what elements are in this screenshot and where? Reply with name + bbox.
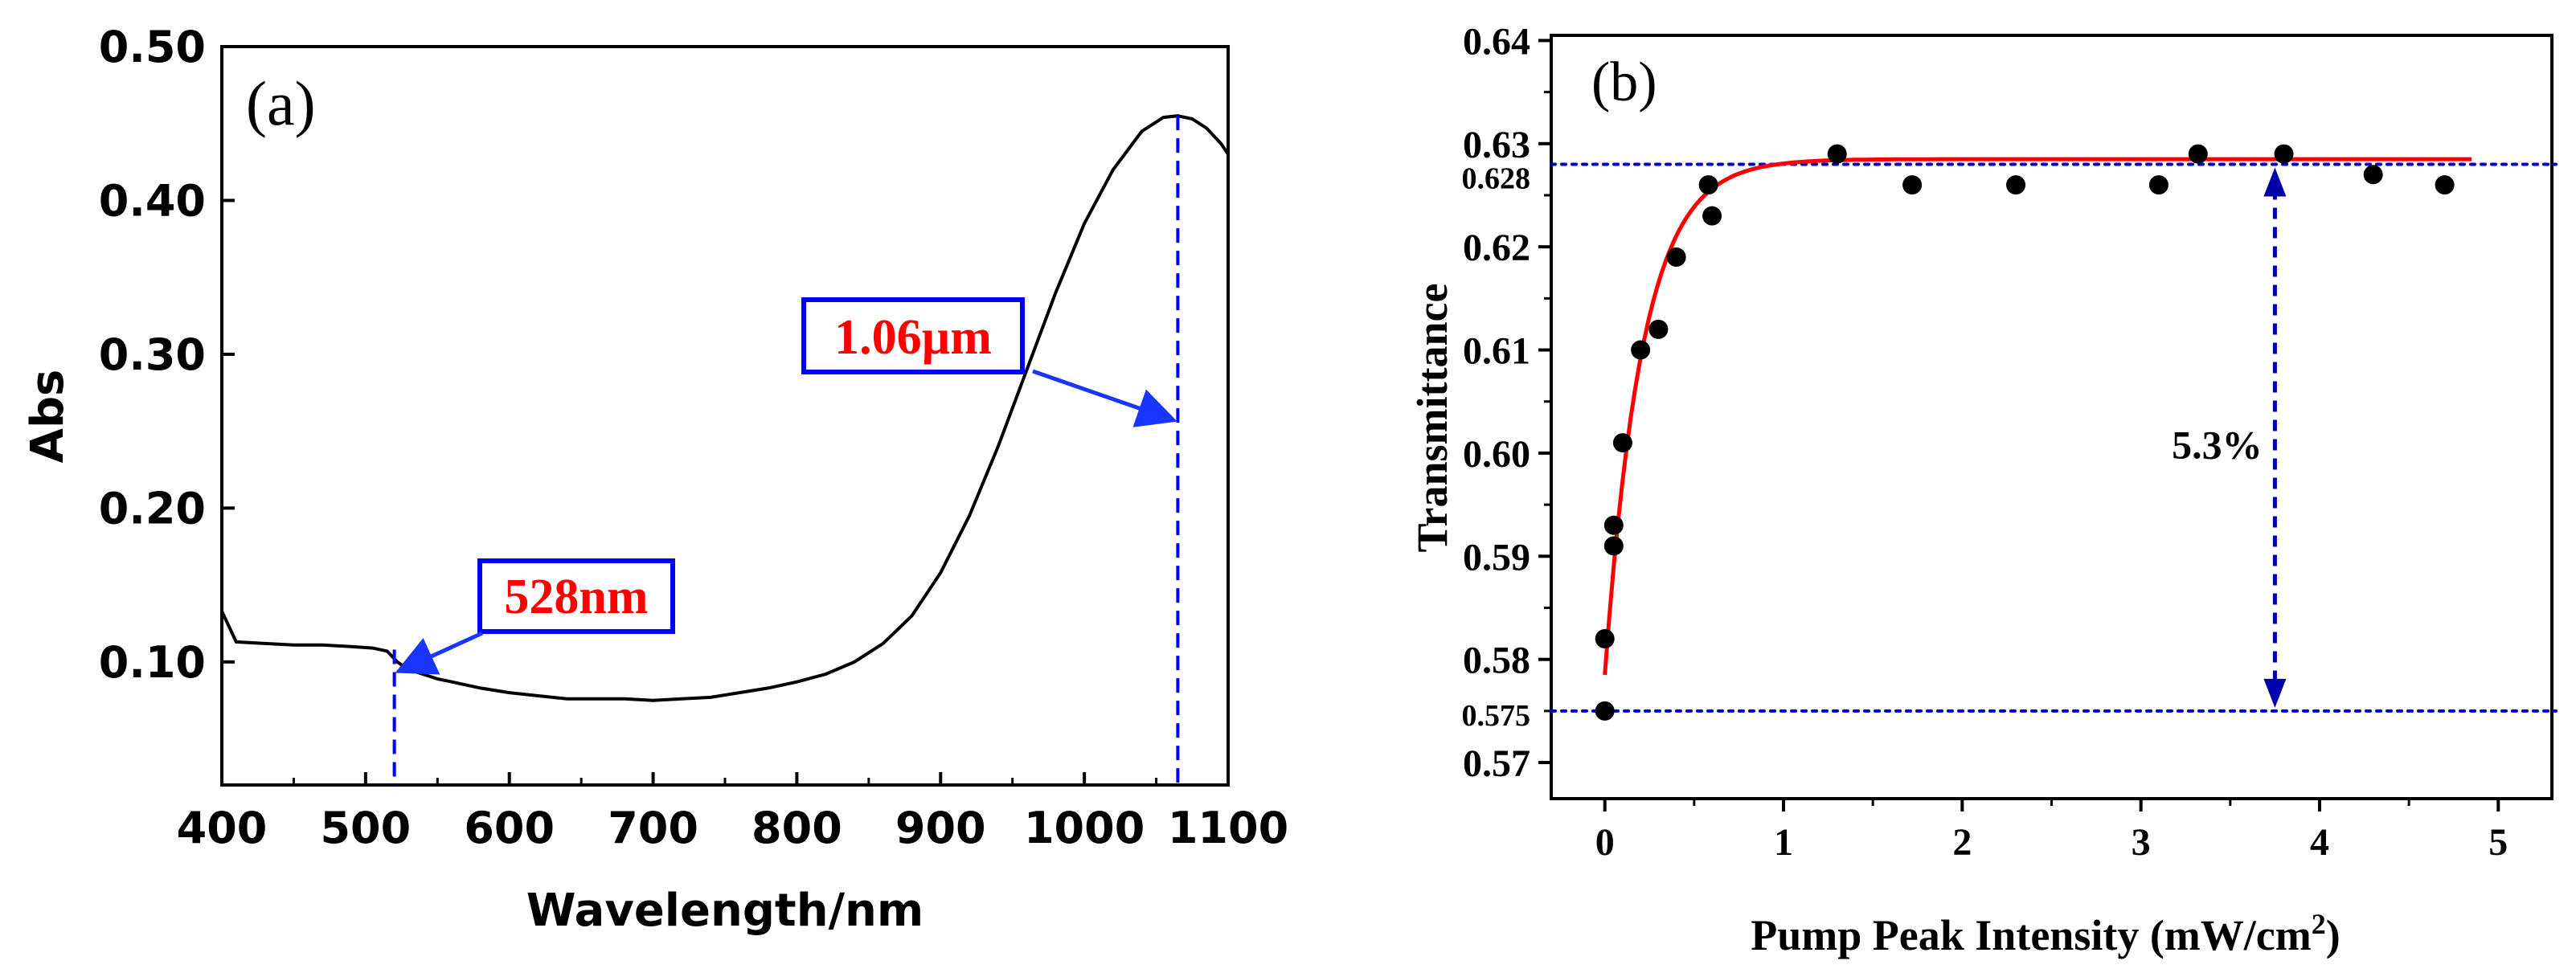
panel-a-x-tick-label: 400 — [177, 803, 268, 853]
panel-b-x-tick-label: 1 — [1774, 821, 1793, 864]
panel-a-y-tick-label: 0.50 — [99, 22, 206, 72]
panel-a-ticks — [220, 45, 1230, 785]
panel-b-x-axis-label-end: ) — [2326, 911, 2341, 959]
panel-b-data-point — [2435, 175, 2455, 195]
panel-b-x-tick-label: 3 — [2132, 821, 2151, 864]
panel-a-1060nm-arrow — [1032, 369, 1177, 427]
panel-b-data-point — [1902, 175, 1923, 195]
panel-a-x-axis-label: Wavelength/nm — [526, 885, 924, 937]
panel-b-annotations: 5.3% — [2172, 167, 2287, 708]
panel-b-y-tick-label: 0.59 — [1463, 536, 1530, 578]
panel-b-data-point — [1698, 175, 1718, 195]
panel-a-x-tick-label: 1100 — [1168, 803, 1288, 853]
panel-b-x-tick-labels: 0 1 2 3 4 5 — [1595, 821, 2508, 864]
panel-a-absorption-curve — [220, 114, 1230, 702]
panel-b-data-point — [1827, 144, 1847, 164]
panel-b-x-axis-label-main: Pump Peak Intensity (mW/cm — [1751, 911, 2311, 959]
panel-a-x-tick-label: 600 — [464, 803, 555, 853]
panel-b-ticks — [1538, 39, 2500, 812]
panel-b-y-tick-label: 0.61 — [1463, 330, 1530, 373]
panel-a-y-tick-label: 0.20 — [99, 483, 206, 534]
panel-b-data-point — [2148, 175, 2169, 195]
panel-b-data-points — [1595, 144, 2455, 721]
panel-b-data-point — [1595, 629, 1615, 649]
panel-b-y-tick-label: 0.62 — [1463, 227, 1530, 269]
panel-b-data-point — [1603, 536, 1624, 556]
panel-b-tag: (b) — [1591, 51, 1657, 113]
panel-b-x-axis-label-sup: 2 — [2312, 908, 2326, 940]
panel-a-chart: 400 500 600 700 800 900 1000 1100 0.100.200.300… — [22, 22, 1288, 937]
panel-a-528nm-label: 528nm — [504, 570, 648, 624]
panel-b-y-tick-label: 0.57 — [1463, 742, 1530, 785]
panel-a-x-tick-label: 800 — [752, 803, 842, 853]
panel-b-y-tick-labels: 0.57 0.58 0.59 0.60 0.61 0.62 0.63 0.64 0.575 0.6… — [1462, 20, 1531, 785]
panel-a-tag: (a) — [246, 68, 316, 138]
panel-a-528nm-arrow — [395, 631, 484, 675]
panel-b-extra-y-label: 0.628 — [1462, 161, 1531, 195]
panel-b-arrowhead-down — [2263, 678, 2287, 708]
panel-b-y-tick-label: 0.60 — [1463, 433, 1530, 476]
panel-a-y-tick-label: 0.10 — [99, 637, 206, 688]
panel-a-1060nm-label: 1.06µm — [834, 310, 992, 365]
panel-b-difference-label: 5.3% — [2172, 422, 2263, 467]
panel-b-data-point — [2363, 165, 2383, 185]
panel-b-x-axis-label: Pump Peak Intensity (mW/cm2) — [1751, 908, 2340, 959]
panel-b-extra-y-label: 0.575 — [1462, 699, 1531, 733]
panel-a-x-tick-label: 1000 — [1024, 803, 1145, 853]
panel-a-y-axis-label: Abs — [22, 370, 74, 464]
panel-b-y-axis-label: Transmittance — [1408, 284, 1456, 553]
panel-b-data-point — [1612, 433, 1632, 453]
panel-b-data-point — [1631, 340, 1651, 360]
panel-b-y-tick-label: 0.64 — [1463, 20, 1530, 63]
panel-b-arrowhead-up — [2263, 167, 2287, 197]
panel-b-x-tick-label: 0 — [1595, 821, 1615, 864]
panel-b-fit-curve — [1603, 157, 2472, 676]
panel-b-data-point — [2274, 144, 2294, 164]
panel-b-y-tick-label: 0.63 — [1463, 124, 1530, 166]
panel-b-data-point — [2006, 175, 2026, 195]
panel-b-x-tick-label: 4 — [2310, 821, 2329, 864]
panel-a-annotations: 528nm 1.06µm — [392, 116, 1180, 785]
panel-b-data-point — [2188, 144, 2208, 164]
panel-a-plot-frame — [220, 45, 1230, 787]
panel-a-528nm-label-box — [477, 558, 675, 634]
panel-b-reference-lines — [1550, 162, 2558, 713]
panel-a-y-tick-labels: 0.10 0.20 0.30 0.40 0.50 — [99, 22, 206, 688]
panel-a-x-tick-label: 700 — [608, 803, 698, 853]
panel-b-x-tick-label: 5 — [2488, 821, 2508, 864]
panel-b-data-point — [1595, 701, 1615, 721]
panel-b-y-tick-label: 0.58 — [1463, 640, 1530, 682]
panel-b-x-tick-label: 2 — [1952, 821, 1972, 864]
panel-b-data-point — [1603, 515, 1624, 535]
panel-a-y-tick-label: 0.30 — [99, 329, 206, 380]
panel-a-x-tick-label: 900 — [895, 803, 986, 853]
panel-b-data-point — [1666, 247, 1686, 268]
panel-a-x-tick-label: 500 — [320, 803, 411, 853]
panel-a-1060nm-label-box — [801, 297, 1025, 374]
panel-b-data-point — [1648, 319, 1669, 339]
panel-b-plot-frame — [1550, 34, 2553, 800]
panel-b-data-point — [1702, 206, 1722, 226]
panel-a-x-tick-labels: 400 500 600 700 800 900 1000 1100 — [177, 803, 1289, 853]
panel-a-y-tick-label: 0.40 — [99, 175, 206, 226]
